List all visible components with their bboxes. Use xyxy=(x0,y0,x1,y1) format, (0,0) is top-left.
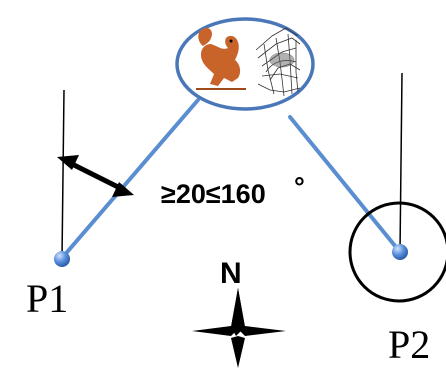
point-p1 xyxy=(54,251,70,267)
target-ellipse xyxy=(175,17,315,111)
north-reference-line-p2 xyxy=(399,72,403,253)
angle-constraint-label: ≥20≤160 xyxy=(161,179,266,209)
compass-north-label: N xyxy=(220,257,242,290)
north-reference-line-p1 xyxy=(61,89,65,259)
point-p1-label: P1 xyxy=(26,276,68,321)
squirrel-icon xyxy=(196,27,246,90)
angle-arrow xyxy=(57,155,134,197)
p2-range-circle xyxy=(348,201,446,303)
nest-icon xyxy=(255,27,301,97)
connector-line-p2 xyxy=(288,115,402,254)
point-p2-label: P2 xyxy=(388,322,430,367)
connector-line-p1 xyxy=(60,98,200,260)
point-p2 xyxy=(392,244,408,260)
compass-star-icon xyxy=(192,288,286,368)
degree-symbol: ° xyxy=(294,172,305,202)
